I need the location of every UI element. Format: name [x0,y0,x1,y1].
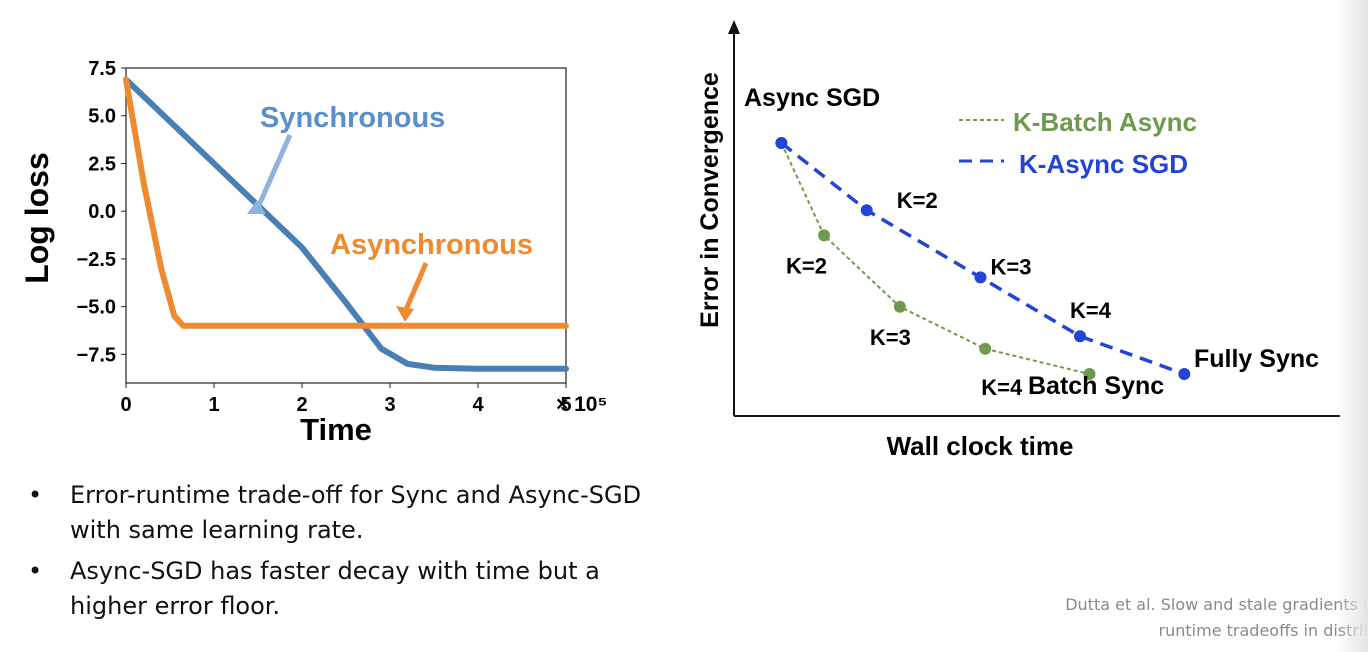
asynchronous-label: Asynchronous [330,229,533,261]
loss-chart-ylabel: Log loss [19,152,55,284]
y-tick-label: 5.0 [88,106,116,128]
annotation-fully-sync: Fully Sync [1194,345,1319,373]
data-point [860,204,873,217]
asynchronous-arrow [402,262,429,313]
convergence-ylabel: Error in Convergence [696,72,724,328]
synchronous-arrow [253,133,293,214]
loss-chart: 0 1 2 3 4 5 7.5 5.0 2.5 0.0 −2.5 −5.0 −7.5 Log loss… [19,58,607,447]
convergence-y-axis-arrow [728,20,740,34]
data-point [1074,330,1087,343]
loss-chart-x-multiplier: × 10⁵ [556,393,607,416]
y-tick-label: −7.5 [77,344,116,366]
citation-line-1: Dutta et al. Slow and stale gradients ca… [1065,595,1368,614]
convergence-xlabel: Wall clock time [887,431,1074,461]
y-tick-label: −2.5 [77,249,116,271]
x-tick-label: 3 [384,394,395,416]
point-label: K=3 [870,325,911,350]
point-label: K=2 [897,188,938,213]
annotation-async-sgd: Async SGD [744,84,880,112]
x-tick-label: 4 [472,394,484,416]
legend-kbatch-label: K-Batch Async [1013,107,1197,137]
loss-chart-xlabel: Time [300,412,372,447]
data-point [979,342,992,355]
citation-line-2: runtime tradeoffs in distributed [1158,621,1368,640]
x-tick-label: 0 [120,394,131,416]
loss-chart-frame [125,67,567,384]
annotation-batch-sync: Batch Sync [1028,372,1164,400]
x-tick-label: 2 [296,394,307,416]
synchronous-arrowhead [247,200,266,214]
synchronous-label: Synchronous [260,102,445,134]
data-point [974,271,987,284]
y-tick-label: −5.0 [77,297,116,319]
y-tick-label: 2.5 [88,153,116,175]
bullet-item: Error-runtime trade-off for Sync and Asy… [28,478,668,548]
point-label: K=4 [981,375,1023,400]
convergence-chart: Error in Convergence Wall clock time K=2… [696,20,1340,461]
data-point [1178,368,1191,380]
convergence-legend: K-Batch Async K-Async SGD [959,107,1197,179]
legend-kasync-label: K-Async SGD [1019,149,1188,179]
point-label: K=2 [786,253,827,278]
x-tick-label: 5 [560,394,571,416]
data-point [775,137,788,149]
point-label: K=4 [1070,298,1112,323]
citation: Dutta et al. Slow and stale gradients ca… [1010,592,1368,644]
data-point [1083,368,1096,380]
x-tick-label: 1 [208,394,219,416]
series-line-asynchronous [123,76,569,329]
bullet-item: Async-SGD has faster decay with time but… [28,554,668,624]
slide-edge-shadow [1336,0,1368,652]
data-point [818,229,831,242]
y-tick-label: 7.5 [88,58,116,80]
y-tick-label: 0.0 [88,201,116,223]
data-point [893,300,906,313]
bullet-list: Error-runtime trade-off for Sync and Asy… [28,478,668,630]
asynchronous-arrowhead [396,306,414,322]
point-label: K=3 [990,254,1031,279]
